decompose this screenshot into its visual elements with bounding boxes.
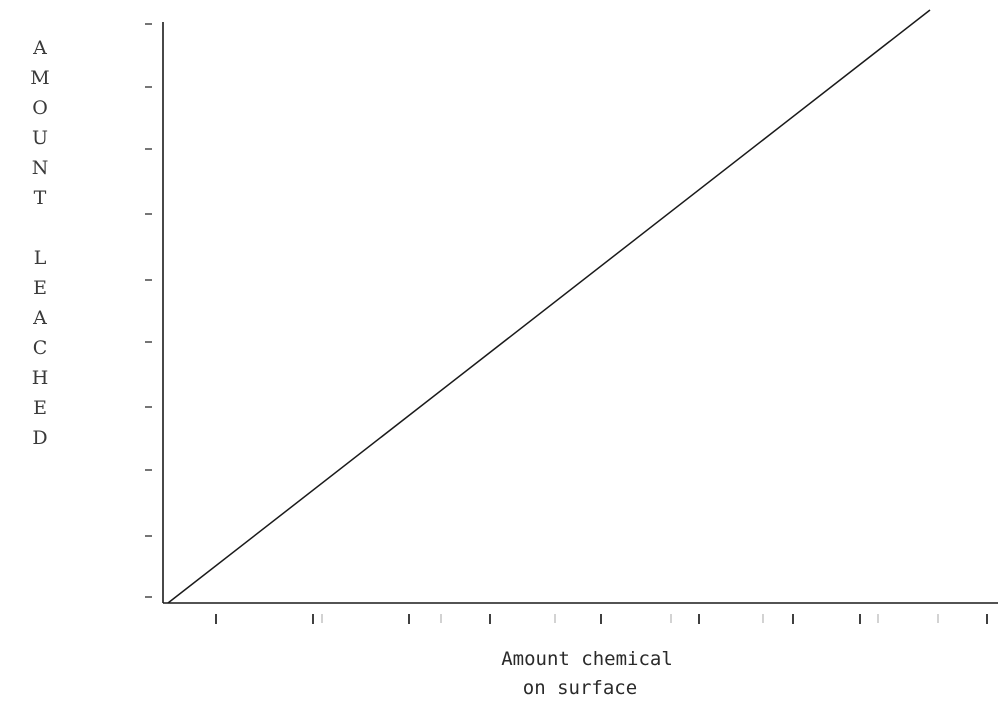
x-axis-label-line-2: on surface: [523, 677, 637, 699]
y-axis-label-letter: L: [34, 247, 47, 269]
y-axis-label-letter: U: [32, 127, 48, 149]
x-axis-label: Amount chemical on surface: [501, 648, 673, 699]
y-axis-label-letter: D: [32, 427, 47, 449]
series-line: [167, 9, 931, 604]
y-axis-label-letter: A: [32, 307, 47, 329]
y-axis-label-letter: C: [33, 337, 48, 359]
y-axis-label-letter: A: [32, 37, 47, 59]
x-axis-ticks: [215, 614, 988, 624]
y-axis-ticks: [145, 23, 152, 598]
y-axis-label-letter: M: [30, 67, 49, 89]
y-axis-label-letter: E: [33, 277, 47, 299]
y-axis-label-letter: N: [32, 157, 49, 179]
x-axis-label-line-1: Amount chemical: [501, 648, 673, 670]
y-axis-label-letter: E: [33, 397, 47, 419]
y-axis-label-letter: T: [34, 187, 47, 209]
y-axis-label-letter: H: [32, 367, 49, 389]
y-axis-label-letter: O: [32, 97, 48, 119]
series-group: [167, 9, 931, 604]
